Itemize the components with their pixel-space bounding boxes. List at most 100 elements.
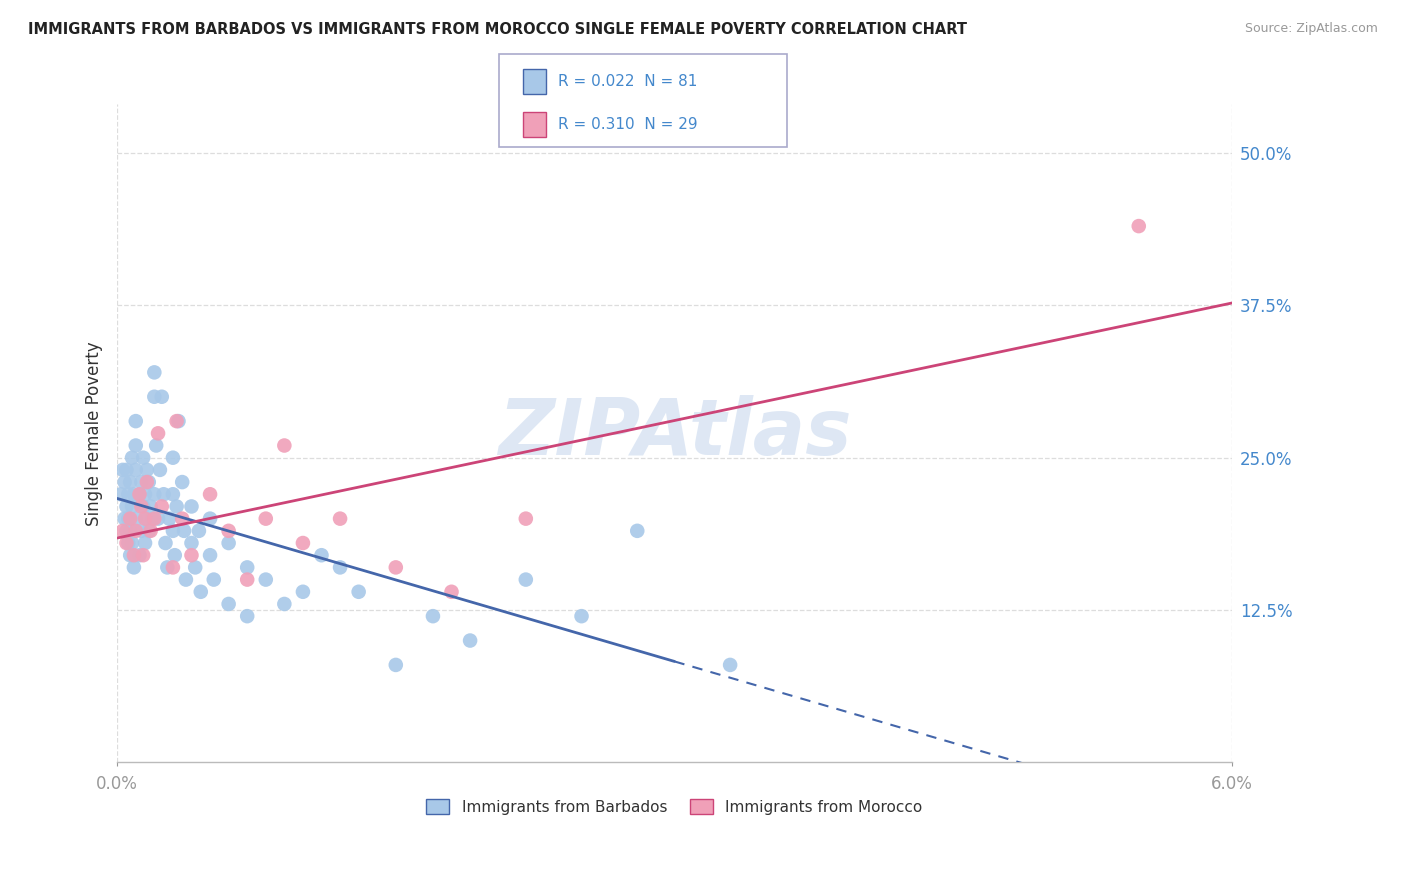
- Text: IMMIGRANTS FROM BARBADOS VS IMMIGRANTS FROM MOROCCO SINGLE FEMALE POVERTY CORREL: IMMIGRANTS FROM BARBADOS VS IMMIGRANTS F…: [28, 22, 967, 37]
- Point: [139, 524, 162, 538]
- Point: [115, 463, 138, 477]
- Point: [134, 511, 156, 525]
- Legend: Immigrants from Barbados, Immigrants from Morocco: Immigrants from Barbados, Immigrants fro…: [420, 792, 928, 821]
- Point: [254, 511, 277, 525]
- Point: [114, 475, 136, 489]
- Point: [198, 511, 221, 525]
- Point: [180, 536, 202, 550]
- Point: [187, 524, 209, 538]
- Point: [143, 365, 166, 379]
- Point: [329, 511, 352, 525]
- Point: [236, 609, 259, 624]
- Point: [172, 511, 194, 525]
- Point: [515, 511, 537, 525]
- Point: [138, 524, 160, 538]
- Point: [128, 487, 150, 501]
- Point: [163, 548, 186, 562]
- Point: [122, 487, 145, 501]
- Point: [115, 500, 138, 514]
- Point: [115, 524, 138, 538]
- Point: [141, 511, 163, 525]
- Point: [162, 487, 184, 501]
- Point: [125, 438, 148, 452]
- Point: [190, 584, 212, 599]
- Point: [132, 548, 155, 562]
- Point: [385, 560, 408, 574]
- Point: [134, 487, 156, 501]
- Point: [131, 500, 153, 514]
- Point: [152, 487, 174, 501]
- Point: [291, 584, 314, 599]
- Point: [166, 500, 188, 514]
- Point: [162, 560, 184, 574]
- Point: [515, 573, 537, 587]
- Point: [329, 560, 352, 574]
- Point: [117, 487, 139, 501]
- Point: [111, 463, 134, 477]
- Point: [143, 511, 166, 525]
- Point: [174, 573, 197, 587]
- Point: [120, 475, 142, 489]
- Point: [167, 414, 190, 428]
- Point: [347, 584, 370, 599]
- Point: [385, 657, 408, 672]
- Point: [128, 487, 150, 501]
- Point: [273, 438, 295, 452]
- Point: [132, 450, 155, 465]
- Point: [114, 511, 136, 525]
- Point: [135, 463, 157, 477]
- Point: [162, 450, 184, 465]
- Point: [125, 414, 148, 428]
- Point: [122, 548, 145, 562]
- Point: [440, 584, 463, 599]
- Point: [180, 548, 202, 562]
- Point: [146, 426, 169, 441]
- Point: [115, 536, 138, 550]
- Point: [138, 475, 160, 489]
- Point: [132, 500, 155, 514]
- Point: [150, 500, 173, 514]
- Point: [1128, 219, 1150, 233]
- Point: [198, 548, 221, 562]
- Point: [135, 511, 157, 525]
- Point: [218, 524, 240, 538]
- Point: [121, 536, 143, 550]
- Text: ZIPAtlas: ZIPAtlas: [498, 395, 851, 471]
- Point: [131, 524, 153, 538]
- Point: [125, 463, 148, 477]
- Point: [125, 524, 148, 538]
- Point: [254, 573, 277, 587]
- Point: [422, 609, 444, 624]
- Text: Source: ZipAtlas.com: Source: ZipAtlas.com: [1244, 22, 1378, 36]
- Point: [110, 487, 132, 501]
- Point: [121, 500, 143, 514]
- Point: [291, 536, 314, 550]
- Point: [162, 524, 184, 538]
- Point: [145, 438, 167, 452]
- Point: [172, 475, 194, 489]
- Text: R = 0.022  N = 81: R = 0.022 N = 81: [558, 74, 697, 89]
- Point: [122, 560, 145, 574]
- Text: R = 0.310  N = 29: R = 0.310 N = 29: [558, 117, 697, 132]
- Point: [121, 450, 143, 465]
- Point: [626, 524, 648, 538]
- Point: [236, 560, 259, 574]
- Point: [156, 560, 179, 574]
- Point: [273, 597, 295, 611]
- Point: [143, 487, 166, 501]
- Point: [718, 657, 741, 672]
- Point: [173, 524, 195, 538]
- Point: [139, 500, 162, 514]
- Point: [117, 511, 139, 525]
- Point: [155, 536, 177, 550]
- Point: [120, 511, 142, 525]
- Point: [120, 548, 142, 562]
- Point: [150, 390, 173, 404]
- Point: [311, 548, 333, 562]
- Point: [180, 500, 202, 514]
- Point: [143, 390, 166, 404]
- Point: [125, 511, 148, 525]
- Point: [128, 548, 150, 562]
- Point: [458, 633, 481, 648]
- Point: [120, 524, 142, 538]
